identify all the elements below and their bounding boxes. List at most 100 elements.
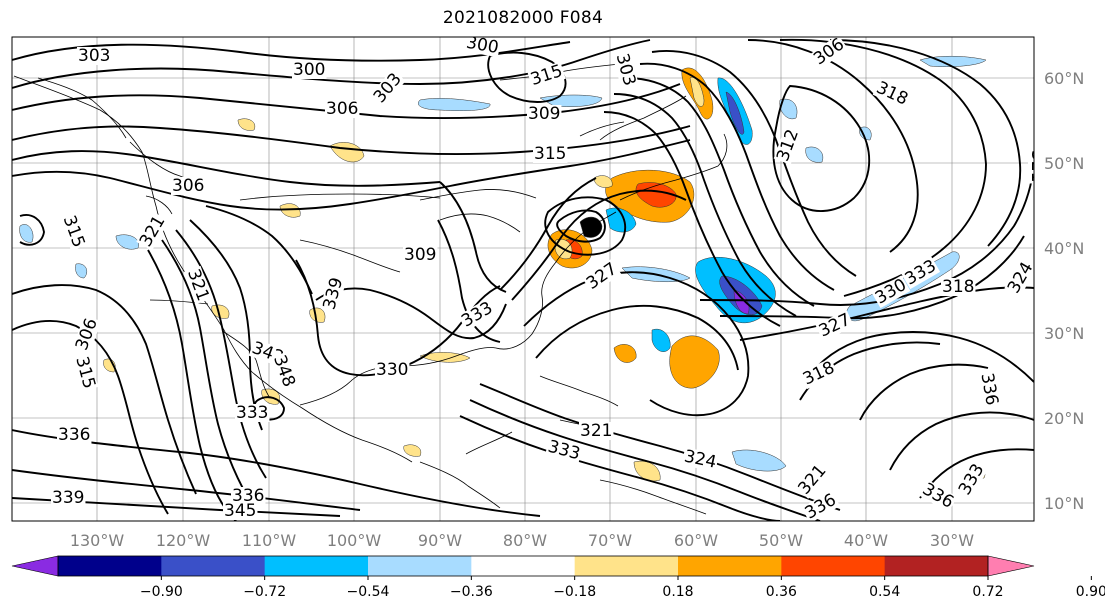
lat-tick-label: 30°N <box>1044 324 1084 343</box>
contour-label-background <box>681 447 719 473</box>
colorbar-tick-label: −0.18 <box>553 584 596 600</box>
lat-tick-label: 40°N <box>1044 239 1084 258</box>
colorbar-right-extension <box>987 555 1035 577</box>
lon-axis: 130°W 120°W 110°W 100°W 90°W 80°W 70°W 6… <box>70 531 974 550</box>
contour-label: 300 <box>465 33 500 58</box>
contour-label-background <box>815 310 855 342</box>
contour-label: 306 <box>326 99 358 119</box>
contour-label-background <box>977 370 1001 408</box>
contour-label-background <box>1004 258 1034 298</box>
colorbar-cell <box>161 556 266 576</box>
lon-tick-label: 100°W <box>327 531 382 550</box>
contour-label-background <box>545 437 583 464</box>
contour-label: 321 <box>1027 150 1047 182</box>
lon-tick-label: 70°W <box>588 531 632 550</box>
contour-label-background <box>918 479 958 513</box>
contour-label-background <box>809 37 849 70</box>
contour-label-background <box>457 298 497 332</box>
contour-label-background <box>57 426 92 444</box>
contour-label-background <box>171 177 206 195</box>
contour-label-background <box>794 460 831 499</box>
contour-label: 303 <box>78 46 110 66</box>
colorbar-cell <box>264 556 369 576</box>
colorbar-cell <box>368 556 472 576</box>
colorbar-frame <box>57 555 989 577</box>
contour-label-background <box>801 490 841 521</box>
lon-tick-label: 120°W <box>156 531 211 550</box>
contour-label: 300 <box>293 60 325 80</box>
contour-label-background <box>533 145 568 163</box>
colorbar-tick-label: −0.54 <box>347 584 390 600</box>
lon-tick-label: 30°W <box>930 531 974 550</box>
contour-label-background <box>871 275 911 309</box>
lat-tick-label: 60°N <box>1044 69 1084 88</box>
contour-label-background <box>799 358 839 390</box>
colorbar: −0.90 −0.72 −0.54 −0.36 −0.18 0.18 0.36 0.54 0.7… <box>11 555 1105 600</box>
contour-label-background <box>320 274 347 313</box>
contour-label-background <box>72 353 99 392</box>
contour-label-background <box>1028 149 1034 184</box>
contour-label-background <box>463 37 501 58</box>
contour-label-background <box>403 246 438 264</box>
colorbar-tick-label: −0.90 <box>140 584 183 600</box>
colorbar-tick-label: 0.54 <box>869 584 900 600</box>
colorbar-cell <box>471 556 576 576</box>
contour-label-background <box>269 351 299 391</box>
contour-label: 309 <box>404 245 436 265</box>
contour-label: 330 <box>376 360 408 380</box>
contour-label: 333 <box>236 403 268 423</box>
contour-label-background <box>77 47 112 65</box>
contour-label-background <box>325 100 360 118</box>
lon-tick-label: 40°W <box>844 531 888 550</box>
contour-label-background <box>773 126 803 165</box>
contour-labels: 303 300 303 306 309 315 318 312 315 306 … <box>51 33 1047 521</box>
contour-label: 336 <box>58 425 90 445</box>
contour-label-background <box>72 315 102 354</box>
colorbar-left-extension <box>11 555 59 577</box>
lat-tick-label: 50°N <box>1044 154 1084 173</box>
map-background <box>12 37 1034 521</box>
contour-label-background <box>872 78 912 110</box>
colorbar-tick-label: −0.72 <box>243 584 286 600</box>
lat-tick-label: 20°N <box>1044 409 1084 428</box>
lon-tick-label: 90°W <box>418 531 462 550</box>
contour-label: 345 <box>224 501 256 521</box>
lon-tick-label: 110°W <box>242 531 297 550</box>
contour-label: 318 <box>942 277 974 297</box>
contour-label-background <box>582 259 622 294</box>
contour-label-background <box>292 61 327 79</box>
contour-label: 339 <box>52 488 84 508</box>
contour-label-background <box>901 256 941 290</box>
colorbar-cell <box>884 556 989 576</box>
lat-axis: 60°N 50°N 40°N 30°N 20°N 10°N <box>1044 69 1084 513</box>
contour-label: 321 <box>580 421 612 441</box>
lon-tick-label: 60°W <box>674 531 718 550</box>
contour-label-background <box>51 489 86 507</box>
contour-label-background <box>369 69 406 108</box>
colorbar-tick-label: 0.90 <box>1076 584 1105 600</box>
contour-label-background <box>612 50 639 89</box>
contour-label-background <box>136 211 170 251</box>
colorbar-tick-label: 0.36 <box>766 584 797 600</box>
contour-label-background <box>941 278 976 296</box>
contour-label-background <box>579 422 614 440</box>
colorbar-cell <box>678 556 782 576</box>
colorbar-cell <box>58 556 162 576</box>
map-title: 2021082000 F084 <box>442 8 604 28</box>
contour-label-background <box>527 61 566 90</box>
contour-label: 336 <box>232 486 264 506</box>
contour-label-background <box>235 404 270 422</box>
lon-tick-label: 50°W <box>759 531 803 550</box>
colorbar-cell <box>781 556 886 576</box>
colorbar-tick-label: 0.72 <box>972 584 1003 600</box>
lon-tick-label: 80°W <box>503 531 547 550</box>
contour-label-background <box>183 265 213 305</box>
colorbar-cell <box>574 556 679 576</box>
contour-label-background <box>375 361 410 379</box>
contour-label-background <box>955 460 989 499</box>
contour-label-background <box>59 212 89 251</box>
contour-label-background <box>527 105 562 123</box>
colorbar-tick-label: −0.36 <box>450 584 493 600</box>
contour-label: 315 <box>534 144 566 164</box>
